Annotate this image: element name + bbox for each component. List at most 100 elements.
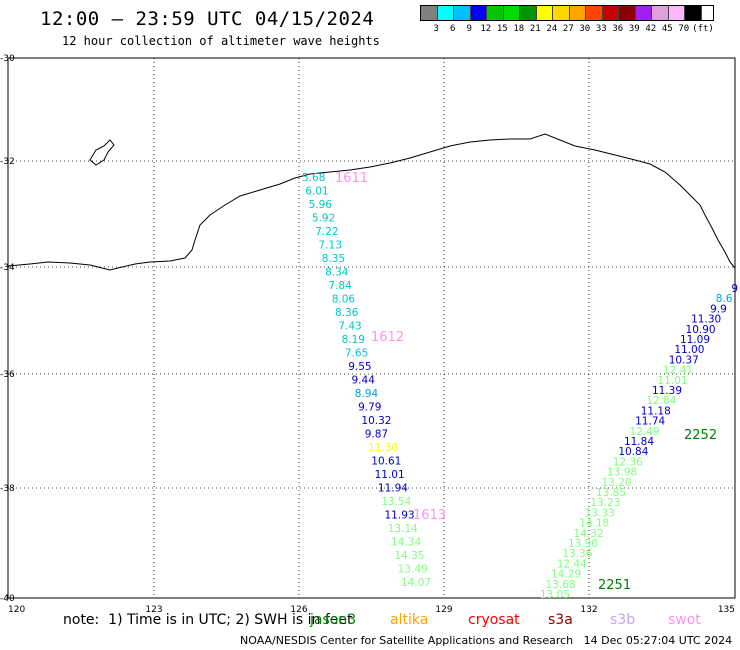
swh-value: 9.79 (358, 402, 381, 414)
swh-value: 12.84 (646, 395, 676, 407)
swh-value: 5.92 (312, 213, 335, 225)
latitude-label: -40 (0, 594, 15, 604)
legend-label: 36 (612, 24, 624, 34)
swh-value: 13.68 (546, 579, 576, 591)
legend-label: 21 (529, 24, 541, 34)
chart-title: 12:00 – 23:59 UTC 04/15/2024 (40, 8, 375, 30)
latitude-label: -32 (0, 157, 15, 167)
longitude-label: 135 (718, 605, 735, 615)
swh-value: 11.18 (641, 405, 671, 417)
swh-value: 7.65 (345, 348, 368, 360)
graticule (8, 58, 735, 598)
swh-value: 8.19 (342, 334, 365, 346)
swh-value: 11.30 (691, 314, 721, 326)
legend-swatch (454, 6, 471, 20)
swh-value: 11.00 (674, 344, 704, 356)
swh-value: 10.84 (618, 446, 648, 458)
swh-value: 11.84 (624, 436, 654, 448)
swh-value: 12.36 (613, 456, 643, 468)
legend-label: 24 (546, 24, 558, 34)
legend-label: 70 (678, 24, 690, 34)
swh-value: 6.01 (305, 186, 328, 198)
legend-swatch (652, 6, 669, 20)
note-text: note: 1) Time is in UTC; 2) SWH is in fe… (63, 612, 353, 628)
swh-value: 5.68 (302, 172, 325, 184)
satellite-s3a: s3a (548, 612, 573, 628)
legend-label: 42 (645, 24, 657, 34)
legend-label: (ft) (692, 24, 714, 34)
latitude-labels: -30 -32 -34 -36 -38 -40 (0, 54, 15, 604)
pass-label: 2252 (684, 428, 717, 443)
latitude-label: -34 (0, 263, 15, 273)
legend-swatch (685, 6, 702, 20)
latitude-label: -30 (0, 54, 15, 64)
swh-value: 8.06 (332, 294, 356, 306)
pass-label: 2251 (598, 578, 631, 593)
swh-value: 12.41 (663, 365, 693, 377)
legend-label: 27 (562, 24, 574, 34)
satellite-jason3: jason3 (310, 612, 357, 628)
swh-value: 13.85 (596, 487, 626, 499)
legend-swatch (487, 6, 504, 20)
map-frame (7, 57, 736, 599)
longitude-labels: 120 123 126 129 132 135 (8, 605, 735, 615)
longitude-label: 126 (290, 605, 307, 615)
swh-value: 14.32 (574, 528, 604, 540)
swh-value: 10.61 (371, 456, 401, 468)
legend-swatch (470, 6, 487, 20)
swh-value: 11.39 (652, 385, 682, 397)
swh-value: 11.74 (635, 416, 665, 428)
legend-color-bar (420, 5, 714, 21)
swh-value: 13.14 (388, 523, 418, 535)
swh-value: 13.54 (381, 496, 411, 508)
longitude-label: 129 (435, 605, 452, 615)
swh-value: 8.36 (335, 307, 359, 319)
longitude-label: 132 (580, 605, 597, 615)
swh-value: 11.09 (680, 334, 710, 346)
swh-value: 13.23 (590, 497, 620, 509)
latitude-label: -36 (0, 370, 15, 380)
legend-swatch (635, 6, 652, 20)
swh-value: 9.87 (365, 429, 388, 441)
legend-label: 15 (496, 24, 508, 34)
swh-value: 11.30 (368, 442, 398, 454)
color-legend: 3 6 9 12 15 18 21 24 27 30 33 36 39 42 45 70 (ft) (420, 5, 714, 36)
swh-value: 8.6 (716, 293, 733, 305)
legend-label: 18 (513, 24, 525, 34)
longitude-label: 120 (8, 605, 25, 615)
legend-swatch (569, 6, 586, 20)
swh-value: 14.29 (551, 569, 581, 581)
satellite-altika: altika (390, 612, 429, 628)
swh-value: 11.01 (375, 469, 405, 481)
legend-label: 12 (480, 24, 492, 34)
legend-swatch (536, 6, 553, 20)
longitude-label: 123 (145, 605, 162, 615)
pass-label: 1612 (371, 330, 404, 345)
swh-value: 11.93 (385, 510, 415, 522)
legend-swatch (586, 6, 603, 20)
legend-swatch (668, 6, 685, 20)
swh-value: 14.18 (579, 518, 609, 530)
swh-value: 13.05 (540, 589, 570, 601)
satellite-s3b: s3b (610, 612, 636, 628)
legend-swatch (437, 6, 454, 20)
swh-value: 13.36 (562, 548, 592, 560)
swh-value: 8.34 (325, 267, 349, 279)
legend-label: 3 (433, 24, 439, 34)
swh-value: 14.34 (391, 537, 421, 549)
satellite-cryosat: cryosat (468, 612, 520, 628)
coastline (7, 133, 736, 271)
swh-value: 10.90 (686, 324, 716, 336)
legend-label: 6 (450, 24, 456, 34)
legend-labels: 3 6 9 12 15 18 21 24 27 30 33 36 39 42 45 70 (ft) (420, 24, 714, 36)
footer-credit: NOAA/NESDIS Center for Satellite Applica… (240, 634, 733, 647)
swh-value: 13.20 (602, 477, 632, 489)
swh-value: 14.07 (401, 577, 431, 589)
swh-value: 13.33 (585, 507, 615, 519)
swh-value: 12.49 (630, 426, 660, 438)
legend-swatch (520, 6, 537, 20)
swh-value: 10.32 (361, 415, 391, 427)
legend-swatch (503, 6, 520, 20)
legend-swatch (421, 6, 438, 20)
legend-label: 39 (628, 24, 640, 34)
